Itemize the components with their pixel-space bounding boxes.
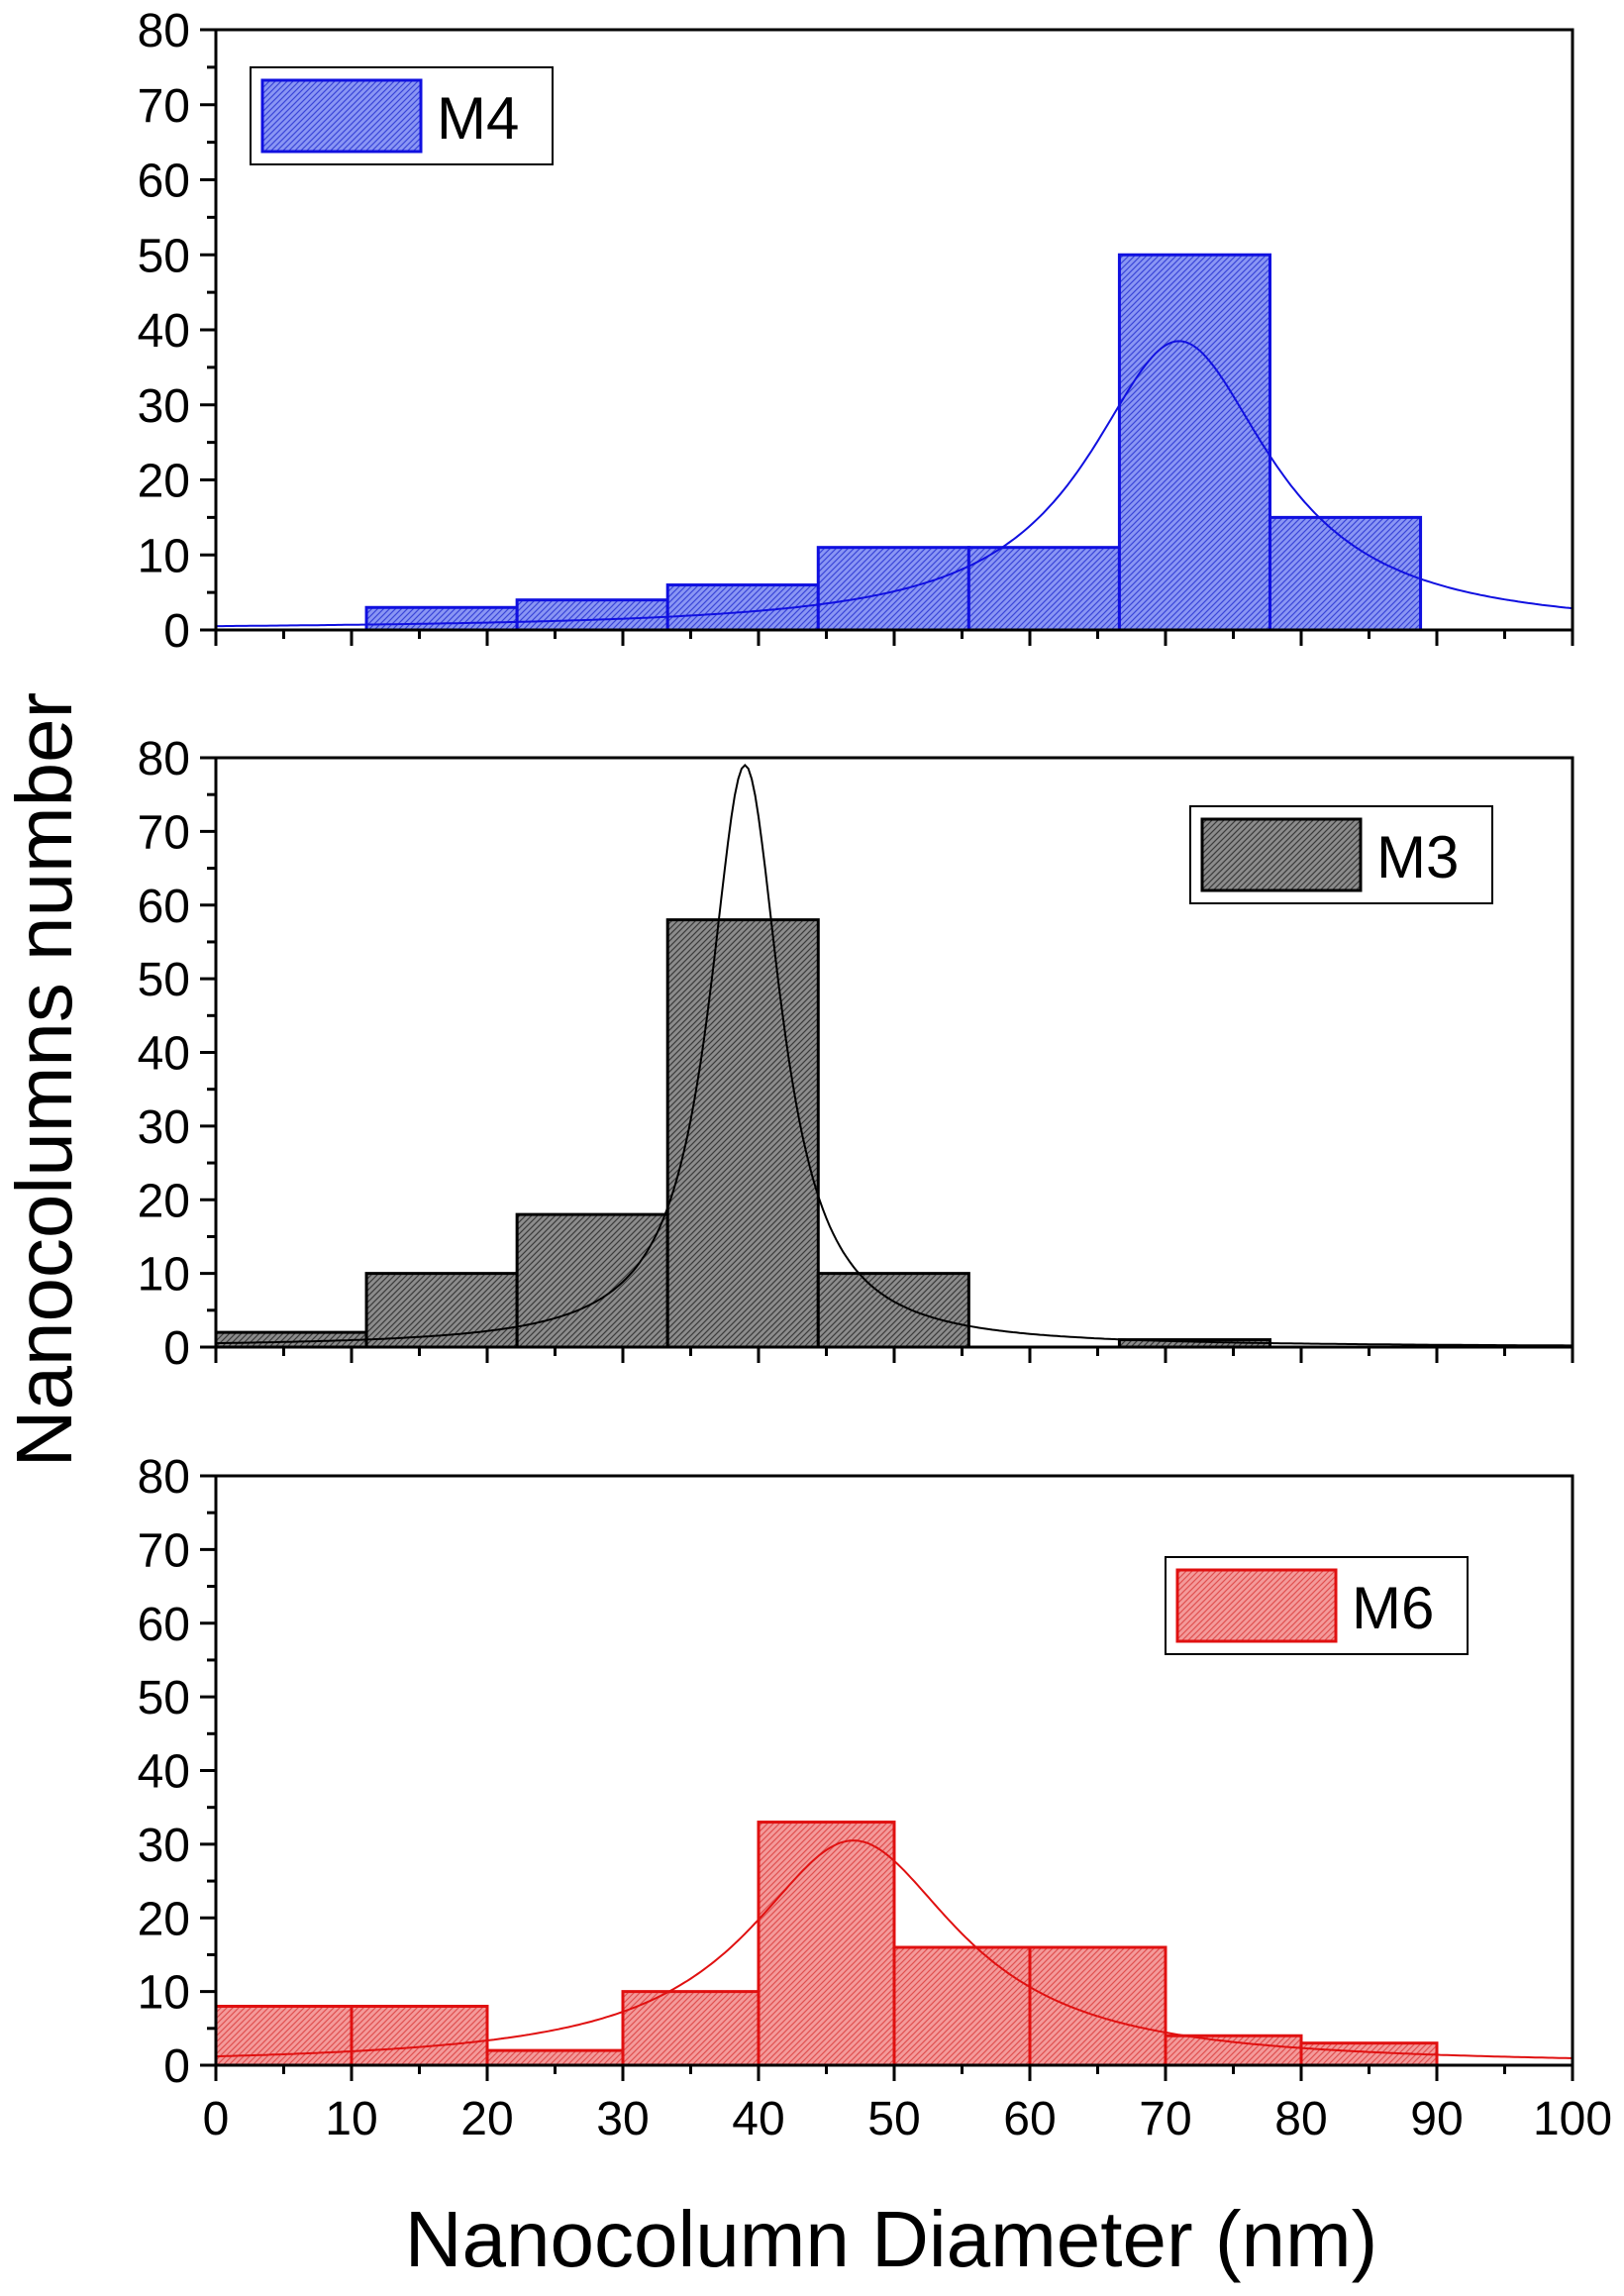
y-tick-label: 20 [138,456,190,508]
legend-swatch [1200,817,1363,892]
y-tick-label: 70 [138,1524,190,1577]
panel-m6: 0 10 20 30 40 50 60 70 80 0 10 20 30 40 50 60 70 80 90 100 M… [138,1451,1612,2145]
x-tick-label: 90 [1410,2093,1463,2145]
x-tick-label: 80 [1274,2093,1327,2145]
x-tick-label: 20 [460,2093,513,2145]
bar-m4-2 [515,598,669,632]
y-tick-label: 70 [138,806,190,859]
bar-m3-3 [515,1212,669,1349]
y-tick-label: 60 [138,881,190,933]
x-tick-label: 10 [325,2093,377,2145]
legend-swatch [260,78,423,154]
bar-m6-4 [621,1990,761,2067]
bar-m3-5 [816,1272,970,1349]
y-tick-label: 80 [138,733,190,785]
y-tick-label: 50 [138,954,190,1006]
bar-m4-7 [1268,515,1423,632]
y-tick-label: 80 [138,5,190,57]
y-tick-label: 30 [138,1101,190,1154]
bar-m6-5 [757,1821,896,2067]
x-tick-label: 100 [1533,2093,1612,2145]
x-tick-label: 40 [732,2093,784,2145]
y-tick-label: 10 [138,530,190,582]
legend-m4: M4 [250,66,554,165]
x-tick-label: 30 [596,2093,649,2145]
bar-m6-2 [350,2005,489,2067]
y-tick-label: 40 [138,1746,190,1799]
bar-m6-7 [1028,1945,1167,2067]
y-tick-label: 0 [163,1322,190,1375]
y-axis-title: Nanocolumns number [0,692,88,1468]
panel-m4: 0 10 20 30 40 50 60 70 80 M4 [138,5,1574,658]
y-tick-label: 70 [138,80,190,133]
y-tick-label: 40 [138,1028,190,1081]
x-axis-title: Nanocolumn Diameter (nm) [405,2195,1378,2283]
legend-swatch [1175,1568,1338,1643]
fit-curve-m6 [215,1839,1573,2059]
y-tick-label: 20 [138,1893,190,1945]
x-tick-label: 0 [203,2093,230,2145]
legend-label: M6 [1352,1575,1434,1641]
x-tick-label: 50 [867,2093,920,2145]
y-tick-label: 0 [163,605,190,658]
bar-m4-4 [816,546,970,632]
y-tick-label: 30 [138,380,190,433]
bar-m3-4 [665,918,820,1349]
y-tick-label: 30 [138,1820,190,1872]
legend-m6: M6 [1165,1556,1469,1655]
bar-m4-1 [364,605,519,632]
legend-m3: M3 [1189,805,1493,904]
y-tick-label: 40 [138,305,190,358]
bar-m6-6 [892,1945,1032,2067]
panel-m3: 0 10 20 30 40 50 60 70 80 M3 [138,733,1574,1375]
fit-curve-m3 [215,763,1573,1347]
y-tick-label: 60 [138,156,190,208]
y-tick-label: 10 [138,1249,190,1302]
y-tick-label: 50 [138,1672,190,1724]
fit-curve-m4 [216,340,1573,628]
bar-m6-3 [485,2048,625,2067]
y-tick-label: 20 [138,1175,190,1227]
y-tick-label: 60 [138,1599,190,1651]
y-tick-label: 50 [138,230,190,282]
bar-m4-5 [966,546,1121,632]
x-tick-label: 60 [1003,2093,1056,2145]
x-tick-label: 70 [1139,2093,1191,2145]
bar-m4-6 [1117,253,1271,632]
legend-label: M3 [1376,824,1459,890]
bar-m6-8 [1164,2034,1303,2067]
legend-label: M4 [437,85,519,152]
y-tick-label: 10 [138,1967,190,2020]
y-tick-label: 0 [163,2040,190,2093]
y-tick-label: 80 [138,1451,190,1504]
